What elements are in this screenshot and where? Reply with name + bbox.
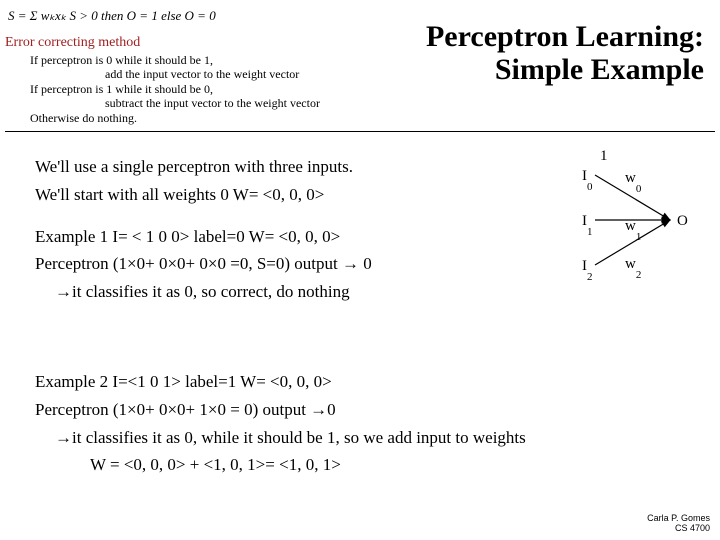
method-line: subtract the input vector to the weight … bbox=[105, 96, 707, 110]
svg-text:I0: I0 bbox=[582, 168, 593, 193]
method-line: add the input vector to the weight vecto… bbox=[105, 67, 707, 81]
svg-text:I1: I1 bbox=[582, 213, 593, 238]
body-text: it classifies it as 0, while it should b… bbox=[55, 426, 700, 450]
body-content: We'll use a single perceptron with three… bbox=[35, 155, 575, 308]
method-line: If perceptron is 1 while it should be 0, bbox=[30, 82, 707, 96]
svg-text:I2: I2 bbox=[582, 258, 593, 283]
svg-text:w1: w1 bbox=[625, 218, 641, 243]
body-text: We'll start with all weights 0 W= <0, 0,… bbox=[35, 183, 575, 207]
body-text: W = <0, 0, 0> + <1, 0, 1>= <1, 0, 1> bbox=[90, 453, 700, 477]
body-text-inner: it classifies it as 0, while it should b… bbox=[72, 428, 526, 447]
body-text-inner: it classifies it as 0, so correct, do no… bbox=[72, 282, 350, 301]
body-text: Example 1 I= < 1 0 0> label=0 W= <0, 0, … bbox=[35, 225, 575, 249]
body-text: Example 2 I=<1 0 1> label=1 W= <0, 0, 0> bbox=[35, 370, 700, 394]
body-text: We'll use a single perceptron with three… bbox=[35, 155, 575, 179]
method-line: If perceptron is 0 while it should be 1, bbox=[30, 53, 707, 67]
body-text: Perceptron (1×0+ 0×0+ 1×0 = 0) output →0 bbox=[35, 398, 700, 422]
error-method-box: Error correcting method If perceptron is… bbox=[5, 35, 715, 132]
footer: Carla P. Gomes CS 4700 bbox=[647, 514, 710, 534]
svg-text:O: O bbox=[677, 213, 688, 229]
svg-text:w2: w2 bbox=[625, 256, 641, 281]
body-text: it classifies it as 0, so correct, do no… bbox=[55, 280, 575, 304]
method-line: Otherwise do nothing. bbox=[30, 111, 707, 125]
footer-course: CS 4700 bbox=[647, 524, 710, 534]
error-title: Error correcting method bbox=[5, 35, 707, 51]
body-content-2: Example 2 I=<1 0 1> label=1 W= <0, 0, 0>… bbox=[35, 370, 700, 481]
formula-text: S = Σ wₖxₖ S > 0 then O = 1 else O = 0 bbox=[8, 8, 216, 24]
body-text: Perceptron (1×0+ 0×0+ 0×0 =0, S=0) outpu… bbox=[35, 252, 575, 276]
perceptron-diagram: 1 I0 I1 I2 w0 w1 w2 O bbox=[575, 150, 705, 290]
diagram-one: 1 bbox=[600, 150, 608, 164]
svg-text:w0: w0 bbox=[625, 170, 642, 195]
